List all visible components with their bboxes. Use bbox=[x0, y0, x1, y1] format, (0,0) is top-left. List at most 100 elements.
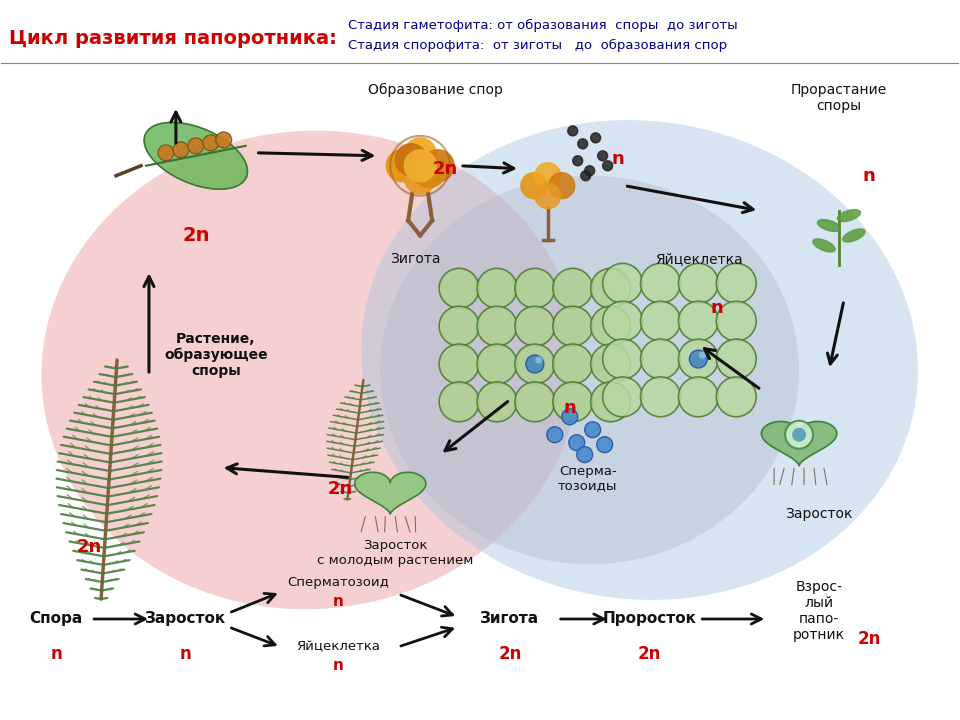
Polygon shape bbox=[818, 220, 841, 231]
Circle shape bbox=[549, 173, 575, 199]
Polygon shape bbox=[813, 239, 835, 252]
Circle shape bbox=[477, 382, 516, 422]
Circle shape bbox=[585, 422, 601, 438]
Text: Прорастание
споры: Прорастание споры bbox=[791, 83, 887, 113]
Text: n: n bbox=[333, 658, 344, 673]
Text: Стадия гаметофита: от образования  споры  до зиготы: Стадия гаметофита: от образования споры … bbox=[348, 19, 738, 32]
Text: Проросток: Проросток bbox=[603, 611, 696, 626]
Text: Зигота: Зигота bbox=[480, 611, 540, 626]
Circle shape bbox=[216, 132, 231, 148]
Circle shape bbox=[689, 350, 708, 368]
Circle shape bbox=[422, 150, 454, 181]
Circle shape bbox=[603, 161, 612, 171]
Circle shape bbox=[603, 377, 642, 417]
Text: Яйцеклетка: Яйцеклетка bbox=[297, 640, 380, 653]
Circle shape bbox=[577, 446, 592, 463]
Circle shape bbox=[158, 145, 174, 161]
Circle shape bbox=[590, 344, 631, 384]
Circle shape bbox=[562, 409, 578, 425]
Text: Образование спор: Образование спор bbox=[368, 83, 503, 97]
Circle shape bbox=[590, 382, 631, 422]
Circle shape bbox=[553, 269, 592, 308]
Text: Цикл развития папоротника:: Цикл развития папоротника: bbox=[10, 30, 337, 48]
Text: 2n: 2n bbox=[857, 630, 880, 648]
Text: 2n: 2n bbox=[432, 160, 458, 178]
Text: 2n: 2n bbox=[637, 645, 661, 663]
Polygon shape bbox=[843, 229, 865, 242]
Circle shape bbox=[792, 428, 806, 441]
Text: Заросток: Заросток bbox=[785, 508, 852, 521]
Text: Сперматозоид: Сперматозоид bbox=[287, 575, 390, 589]
Text: Зигота: Зигота bbox=[390, 253, 441, 266]
Text: Сперма-
тозоиды: Сперма- тозоиды bbox=[558, 464, 617, 492]
Text: 2n: 2n bbox=[498, 645, 521, 663]
Text: Яйцеклетка: Яйцеклетка bbox=[656, 253, 743, 266]
Circle shape bbox=[439, 306, 479, 346]
Circle shape bbox=[640, 377, 681, 417]
Ellipse shape bbox=[380, 176, 799, 564]
Circle shape bbox=[785, 420, 813, 449]
Circle shape bbox=[477, 306, 516, 346]
Circle shape bbox=[404, 162, 436, 194]
Circle shape bbox=[568, 435, 585, 451]
Circle shape bbox=[573, 156, 583, 166]
Circle shape bbox=[553, 306, 592, 346]
Circle shape bbox=[716, 339, 756, 379]
Polygon shape bbox=[144, 122, 248, 189]
Polygon shape bbox=[354, 472, 426, 514]
Circle shape bbox=[603, 264, 642, 303]
Polygon shape bbox=[761, 421, 837, 466]
Circle shape bbox=[603, 301, 642, 341]
Circle shape bbox=[679, 377, 718, 417]
Circle shape bbox=[515, 344, 555, 384]
Text: 2n: 2n bbox=[327, 480, 353, 498]
Circle shape bbox=[585, 166, 594, 176]
Circle shape bbox=[439, 344, 479, 384]
Ellipse shape bbox=[361, 120, 918, 600]
Text: Спора: Спора bbox=[30, 611, 83, 626]
Circle shape bbox=[598, 150, 608, 161]
Circle shape bbox=[439, 382, 479, 422]
Circle shape bbox=[404, 138, 436, 170]
Circle shape bbox=[188, 138, 204, 154]
Circle shape bbox=[536, 356, 542, 364]
Circle shape bbox=[640, 264, 681, 303]
Circle shape bbox=[590, 306, 631, 346]
Circle shape bbox=[679, 264, 718, 303]
Circle shape bbox=[716, 301, 756, 341]
Circle shape bbox=[404, 150, 436, 181]
Circle shape bbox=[590, 133, 601, 143]
Circle shape bbox=[699, 351, 706, 359]
Circle shape bbox=[521, 173, 547, 199]
Text: n: n bbox=[50, 645, 62, 663]
Circle shape bbox=[581, 171, 590, 181]
Circle shape bbox=[396, 144, 427, 176]
Circle shape bbox=[679, 301, 718, 341]
Circle shape bbox=[553, 382, 592, 422]
Text: Заросток: Заросток bbox=[145, 611, 227, 626]
Circle shape bbox=[578, 139, 588, 149]
Circle shape bbox=[439, 269, 479, 308]
Circle shape bbox=[526, 355, 543, 373]
Circle shape bbox=[203, 135, 219, 150]
Ellipse shape bbox=[41, 130, 580, 609]
Circle shape bbox=[567, 126, 578, 136]
Text: n: n bbox=[862, 167, 876, 185]
Text: n: n bbox=[612, 150, 624, 168]
Circle shape bbox=[716, 264, 756, 303]
Circle shape bbox=[515, 269, 555, 308]
Circle shape bbox=[547, 427, 563, 443]
Circle shape bbox=[477, 344, 516, 384]
Text: Стадия спорофита:  от зиготы   до  образования спор: Стадия спорофита: от зиготы до образован… bbox=[348, 40, 728, 53]
Circle shape bbox=[535, 183, 561, 209]
Circle shape bbox=[535, 163, 561, 189]
Circle shape bbox=[679, 339, 718, 379]
Text: Взрос-
лый
папо-
ротник: Взрос- лый папо- ротник bbox=[793, 580, 845, 642]
Text: 2n: 2n bbox=[77, 539, 102, 557]
Circle shape bbox=[603, 339, 642, 379]
Text: n: n bbox=[333, 593, 344, 608]
Text: Заросток
с молодым растением: Заросток с молодым растением bbox=[317, 539, 473, 567]
Text: n: n bbox=[180, 645, 192, 663]
Circle shape bbox=[173, 142, 189, 158]
Circle shape bbox=[597, 437, 612, 453]
